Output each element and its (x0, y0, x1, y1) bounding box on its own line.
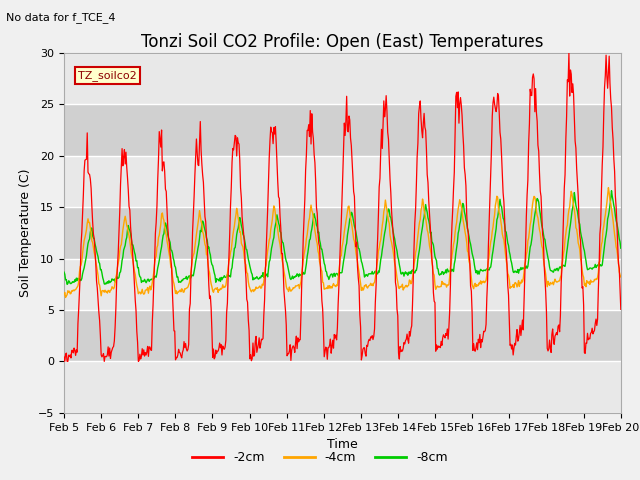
Y-axis label: Soil Temperature (C): Soil Temperature (C) (19, 168, 33, 297)
Bar (64, 259, 621, 310)
Bar (64, 156, 621, 207)
Bar (64, 104, 621, 156)
Text: No data for f_TCE_4: No data for f_TCE_4 (6, 12, 116, 23)
Legend: -2cm, -4cm, -8cm: -2cm, -4cm, -8cm (187, 446, 453, 469)
Text: TZ_soilco2: TZ_soilco2 (78, 70, 137, 81)
Bar (64, 310, 621, 361)
Title: Tonzi Soil CO2 Profile: Open (East) Temperatures: Tonzi Soil CO2 Profile: Open (East) Temp… (141, 33, 543, 51)
Bar (64, 53, 621, 104)
Bar (64, 207, 621, 259)
Bar (64, 361, 621, 413)
X-axis label: Time: Time (327, 438, 358, 451)
